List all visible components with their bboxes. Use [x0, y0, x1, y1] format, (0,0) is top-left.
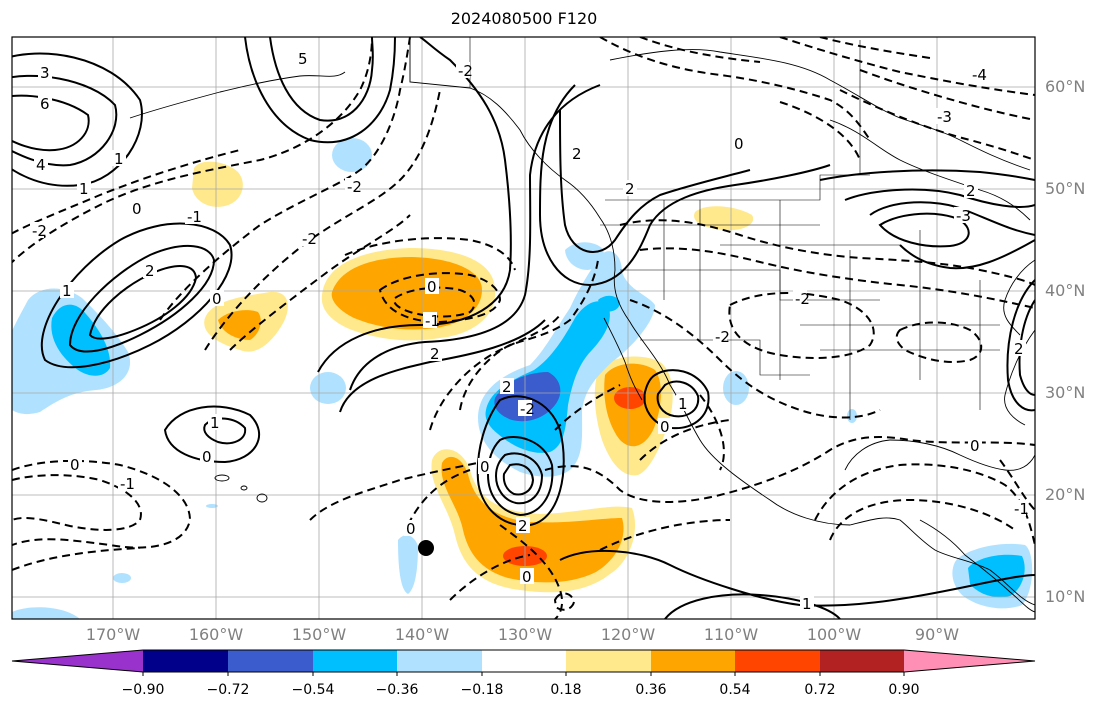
contour-label: 1: [114, 150, 124, 168]
graticule: [12, 37, 1035, 619]
positive-region-gulf-alaska-core: [331, 257, 482, 330]
contour-label: -3: [937, 108, 952, 126]
colorbar-segment: [143, 650, 228, 672]
lat-label: 10°N: [1045, 587, 1086, 606]
lat-label: 60°N: [1045, 77, 1086, 96]
contour-label: -2: [347, 178, 362, 196]
lon-label: 100°W: [806, 625, 862, 644]
contour-label: -2: [458, 62, 473, 80]
colorbar-segment: [482, 650, 566, 672]
contour-label: 1: [79, 180, 89, 198]
contour-label: 1: [62, 282, 72, 300]
lat-label: 40°N: [1045, 281, 1086, 300]
colorbar-segment: [397, 650, 482, 672]
lon-label: 140°W: [394, 625, 450, 644]
chart-title: 2024080500 F120: [450, 9, 598, 28]
contour-label: 6: [40, 95, 50, 113]
contour-label: 2: [572, 145, 582, 163]
contour-label: 1: [802, 595, 812, 613]
storm-position-marker: [418, 540, 434, 556]
colorbar-tick-label: 0.90: [888, 682, 920, 698]
contour-label: 4: [36, 156, 46, 174]
contour-labels: 3 6 4 1 5 2 2 0 2 -3 -3 -4 -2 -2 0 1 0 -…: [30, 50, 1029, 613]
contour-label: 1: [210, 414, 220, 432]
dashed-contours: [12, 37, 1035, 619]
colorbar-tick-label: 0.36: [635, 682, 667, 698]
contour-label: -2: [520, 400, 535, 418]
colorbar-tick-label: −0.90: [121, 682, 165, 698]
colorbar-segment: [566, 650, 651, 672]
contour-label: 2: [966, 182, 976, 200]
colorbar: [11, 649, 1036, 676]
contour-label: 0: [522, 568, 532, 586]
borders: [469, 37, 1000, 420]
lat-label: 50°N: [1045, 179, 1086, 198]
contour-label: 0: [480, 458, 490, 476]
solid-contours: [12, 37, 1035, 619]
colorbar-tick-label: −0.54: [291, 682, 335, 698]
contour-label: 1: [678, 395, 688, 413]
contour-label: 5: [298, 50, 308, 68]
contour-label: -1: [120, 475, 135, 493]
colorbar-tick-label: 0.54: [719, 682, 751, 698]
contour-label: -3: [956, 207, 971, 225]
lon-label: 150°W: [291, 625, 347, 644]
map-frame: [11, 36, 1036, 620]
contour-label: 0: [970, 437, 980, 455]
lat-label: 30°N: [1045, 383, 1086, 402]
contour-label: -1: [425, 312, 440, 330]
contour-label: 0: [660, 418, 670, 436]
contour-label: 0: [734, 135, 744, 153]
colorbar-segment: [651, 650, 735, 672]
lon-label: 130°W: [497, 625, 553, 644]
lon-label: 160°W: [188, 625, 244, 644]
colorbar-tick-label: 0.18: [550, 682, 582, 698]
contour-label: 2: [430, 345, 440, 363]
colorbar-segment: [735, 650, 820, 672]
contour-label: -1: [187, 208, 202, 226]
contour-label: 0: [70, 456, 80, 474]
contour-label: -1: [1014, 500, 1029, 518]
contour-label: 0: [427, 278, 437, 296]
positive-region-aleutian: [192, 161, 243, 207]
lon-label: 120°W: [600, 625, 656, 644]
contour-label: 2: [145, 262, 155, 280]
contour-label: -2: [32, 222, 47, 240]
filled-regions: [12, 138, 1033, 619]
lon-label: 170°W: [85, 625, 141, 644]
contour-label: 0: [406, 520, 416, 538]
colorbar-tick-label: 0.72: [804, 682, 836, 698]
contour-label: 2: [502, 378, 512, 396]
colorbar-extend-low: [12, 650, 143, 672]
lon-label: 90°W: [914, 625, 960, 644]
colorbar-tick-label: −0.72: [206, 682, 250, 698]
colorbar-segment: [228, 650, 313, 672]
lon-label: 110°W: [703, 625, 759, 644]
colorbar-tick-label: −0.36: [375, 682, 419, 698]
map-plot-area: [12, 37, 1035, 619]
contour-label: -4: [972, 66, 987, 84]
contour-label: -2: [715, 328, 730, 346]
colorbar-segment: [820, 650, 904, 672]
colorbar-segment: [313, 650, 397, 672]
contour-label: 2: [625, 180, 635, 198]
contour-label: 2: [518, 517, 528, 535]
lat-label: 20°N: [1045, 485, 1086, 504]
colorbar-extend-high: [904, 650, 1035, 672]
contour-label: 0: [212, 290, 222, 308]
contour-label: -2: [795, 290, 810, 308]
colorbar-tick-label: −0.18: [460, 682, 504, 698]
contour-label: -2: [302, 230, 317, 248]
contour-label: 0: [202, 448, 212, 466]
contour-label: 0: [132, 200, 142, 218]
contour-label: 3: [40, 64, 50, 82]
contour-label: 2: [1014, 340, 1024, 358]
